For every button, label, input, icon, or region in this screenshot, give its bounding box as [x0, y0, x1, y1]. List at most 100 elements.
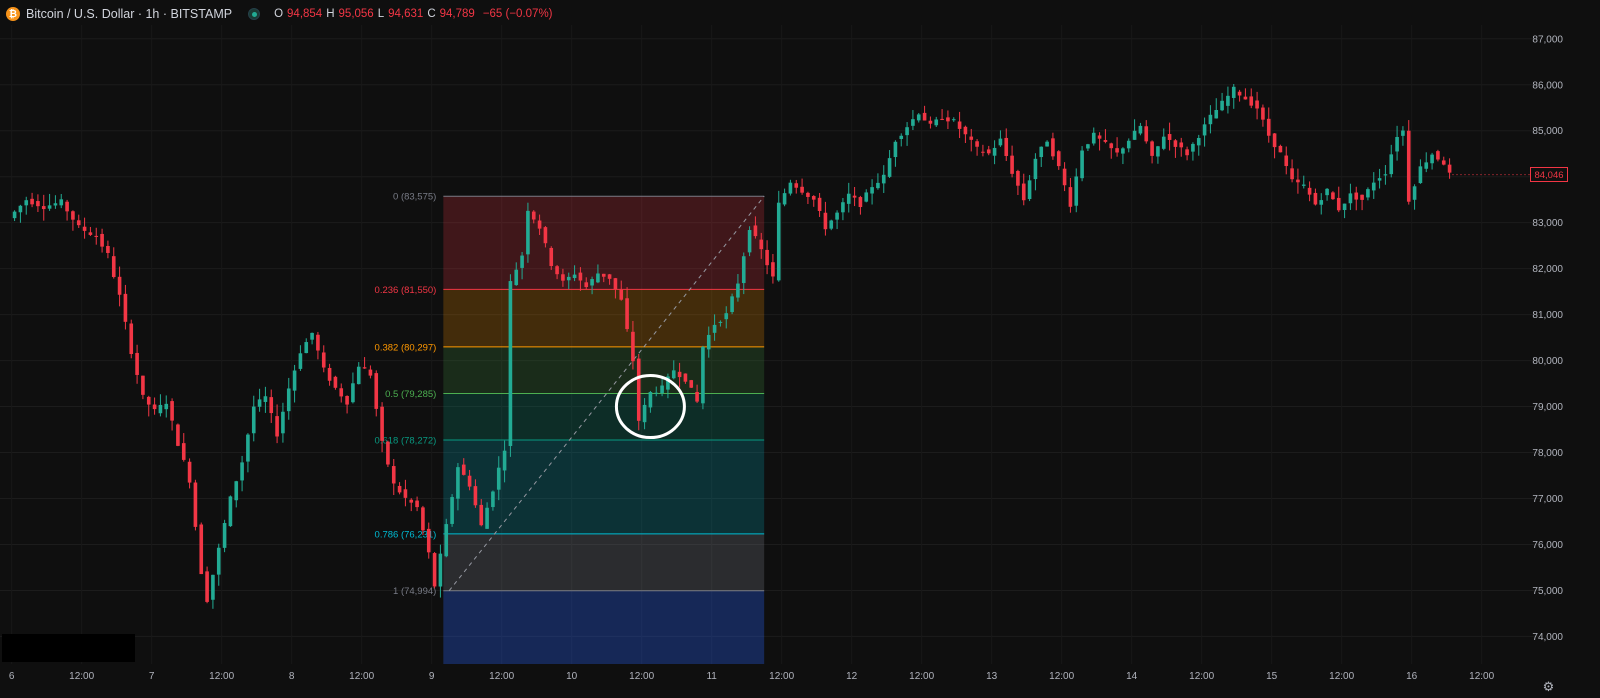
- candle: [1132, 119, 1137, 140]
- candle-body: [187, 461, 192, 483]
- fib-level-label: 0.786 (76,231): [375, 529, 437, 540]
- candle-body: [327, 367, 332, 381]
- candle-body: [1389, 154, 1394, 175]
- candle: [1086, 143, 1090, 152]
- candle-body: [345, 396, 349, 405]
- candle-body: [1430, 154, 1434, 164]
- x-tick-label: 12:00: [1329, 671, 1354, 682]
- candle: [572, 265, 577, 282]
- candle: [409, 498, 414, 512]
- x-tick-label: 7: [149, 671, 155, 682]
- candle-body: [473, 486, 478, 506]
- candle-body: [1191, 143, 1195, 152]
- candle-body: [100, 233, 104, 247]
- candle-body: [53, 203, 58, 206]
- candle: [100, 228, 104, 253]
- candle-body: [1342, 203, 1347, 211]
- candle-body: [566, 276, 571, 281]
- candle-body: [951, 119, 956, 121]
- candle: [759, 232, 764, 259]
- open-label: O: [274, 8, 284, 20]
- x-tick-label: 12:00: [629, 671, 654, 682]
- candle: [916, 113, 921, 123]
- y-tick-label: 83,000: [1532, 218, 1563, 229]
- candle: [496, 456, 501, 501]
- candle-body: [841, 202, 845, 213]
- candle-body: [170, 401, 174, 421]
- candle: [438, 544, 443, 598]
- candle: [1138, 122, 1143, 136]
- candle-body: [613, 278, 618, 290]
- candle-body: [1401, 130, 1405, 136]
- candle: [718, 320, 723, 327]
- candle: [18, 204, 23, 223]
- candle-body: [811, 196, 816, 200]
- candle-body: [876, 182, 880, 189]
- candle: [193, 479, 198, 531]
- candle-body: [234, 481, 239, 501]
- candle: [456, 462, 460, 511]
- candle-body: [893, 141, 898, 158]
- candle: [666, 373, 670, 399]
- candle: [642, 398, 647, 430]
- fibonacci-retracement[interactable]: 0 (83,575) 0.236 (81,550) 0.382 (80,297) 0.…: [375, 192, 765, 664]
- candle-body: [211, 574, 215, 600]
- candle-body: [351, 383, 355, 403]
- candle-body: [461, 464, 466, 475]
- candle: [251, 395, 256, 442]
- settings-gear-icon[interactable]: ⚙: [1542, 680, 1555, 695]
- candle-body: [607, 274, 612, 279]
- market-status-icon[interactable]: [248, 8, 261, 20]
- fib-zone: [443, 440, 765, 534]
- candle: [1430, 152, 1434, 170]
- symbol-title[interactable]: Bitcoin / U.S. Dollar · 1h · BITSTAMP: [26, 7, 233, 21]
- x-tick-label: 6: [9, 671, 15, 682]
- candle: [590, 276, 594, 295]
- candle-body: [228, 496, 233, 527]
- candle-body: [928, 120, 933, 124]
- candle: [765, 240, 769, 275]
- candle-body: [829, 220, 834, 229]
- candle: [1004, 128, 1009, 161]
- candle-body: [386, 441, 390, 465]
- candle: [53, 195, 58, 209]
- candle: [1389, 144, 1394, 178]
- candle: [852, 186, 857, 207]
- candle-body: [666, 376, 670, 390]
- candle-body: [298, 353, 303, 369]
- candle: [870, 179, 874, 205]
- fib-zone: [443, 533, 765, 591]
- high-value: 95,056: [338, 8, 374, 20]
- candle: [1383, 165, 1388, 185]
- candle-body: [1033, 158, 1038, 180]
- candle-body: [18, 205, 23, 213]
- candle-body: [514, 269, 519, 286]
- candle-body: [520, 255, 524, 268]
- candle: [152, 397, 157, 415]
- candle-body: [304, 342, 309, 354]
- candle: [1319, 193, 1324, 215]
- candle: [1068, 177, 1073, 213]
- y-tick-label: 80,000: [1532, 356, 1563, 367]
- candle: [934, 116, 939, 128]
- candle-body: [619, 289, 624, 300]
- candle-body: [549, 247, 554, 267]
- candle-body: [800, 186, 804, 193]
- candle: [1424, 152, 1429, 173]
- candle-body: [846, 193, 851, 204]
- candle-body: [1161, 136, 1166, 149]
- candle-body: [998, 138, 1003, 146]
- candle-body: [292, 370, 297, 391]
- candle: [444, 518, 449, 558]
- candle-body: [706, 334, 711, 350]
- candle: [689, 379, 694, 388]
- candle: [1360, 194, 1364, 211]
- candle-body: [712, 324, 717, 333]
- candle: [205, 566, 209, 604]
- candle-body: [450, 497, 454, 524]
- candle-body: [362, 367, 367, 369]
- candle-body: [251, 406, 256, 434]
- close-label: C: [427, 8, 436, 20]
